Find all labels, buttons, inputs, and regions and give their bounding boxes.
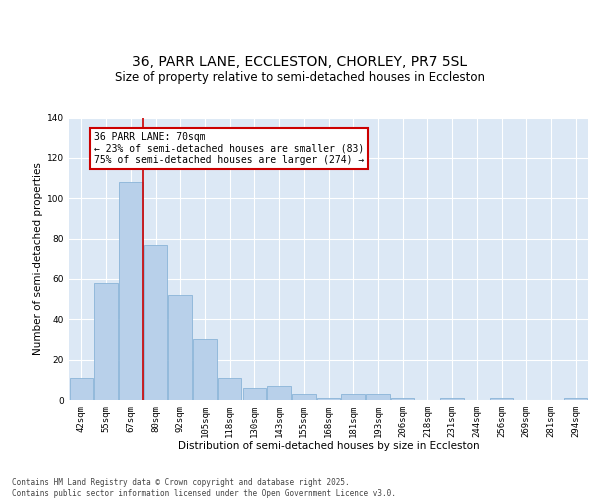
Bar [391,398,415,400]
Y-axis label: Number of semi-detached properties: Number of semi-detached properties [33,162,43,355]
Bar [94,283,118,400]
Bar [242,388,266,400]
Bar [70,378,93,400]
Bar [169,295,192,400]
Bar [193,340,217,400]
Bar [119,182,143,400]
Bar [144,244,167,400]
Text: Contains HM Land Registry data © Crown copyright and database right 2025.
Contai: Contains HM Land Registry data © Crown c… [12,478,396,498]
Bar [317,398,340,400]
X-axis label: Distribution of semi-detached houses by size in Eccleston: Distribution of semi-detached houses by … [178,442,479,452]
Bar [268,386,291,400]
Bar [490,398,513,400]
Bar [564,398,587,400]
Bar [218,378,241,400]
Text: Size of property relative to semi-detached houses in Eccleston: Size of property relative to semi-detach… [115,71,485,84]
Bar [292,394,316,400]
Bar [366,394,389,400]
Text: 36 PARR LANE: 70sqm
← 23% of semi-detached houses are smaller (83)
75% of semi-d: 36 PARR LANE: 70sqm ← 23% of semi-detach… [94,132,364,165]
Bar [341,394,365,400]
Text: 36, PARR LANE, ECCLESTON, CHORLEY, PR7 5SL: 36, PARR LANE, ECCLESTON, CHORLEY, PR7 5… [133,56,467,70]
Bar [440,398,464,400]
